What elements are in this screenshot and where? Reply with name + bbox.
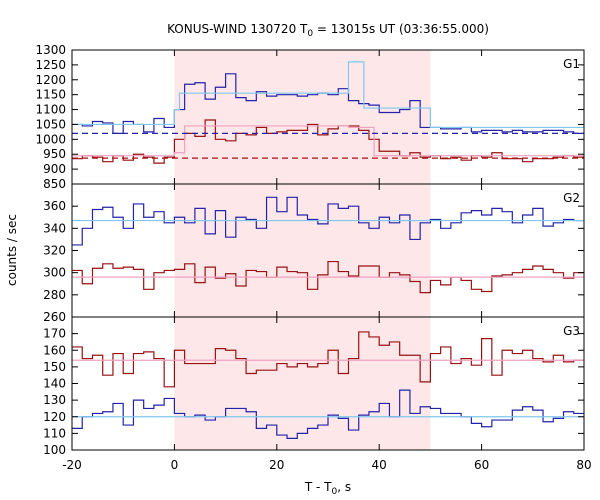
series-red-g3 bbox=[72, 331, 584, 388]
chart-title-subscript: 0 bbox=[307, 29, 313, 39]
series-blue-g1 bbox=[72, 73, 584, 134]
panel-series-g2 bbox=[72, 196, 584, 294]
y-tick-label: 170 bbox=[43, 327, 66, 341]
x-tick-label: 20 bbox=[269, 458, 284, 472]
chart-title-prefix: KONUS-WIND 130720 T bbox=[167, 22, 308, 36]
y-axis-title: counts / sec bbox=[5, 214, 19, 286]
shaded-interval-g3 bbox=[174, 317, 431, 450]
y-tick-label: 1000 bbox=[35, 132, 66, 146]
panel-label-g2: G2 bbox=[563, 191, 580, 205]
chart-title: KONUS-WIND 130720 T0 = 13015s UT (03:36:… bbox=[167, 22, 489, 39]
y-tick-label: 260 bbox=[43, 310, 66, 324]
x-axis-title-prefix: T - T bbox=[304, 480, 332, 494]
y-tick-label: 1050 bbox=[35, 117, 66, 131]
y-tick-label: 900 bbox=[43, 162, 66, 176]
x-axis-title-suffix: , s bbox=[337, 480, 351, 494]
data-layer bbox=[72, 61, 584, 439]
y-tick-label: 160 bbox=[43, 343, 66, 357]
y-tick-label: 950 bbox=[43, 147, 66, 161]
x-tick-label: 80 bbox=[576, 458, 591, 472]
y-tick-label: 360 bbox=[43, 199, 66, 213]
y-tick-label: 150 bbox=[43, 360, 66, 374]
series-pink-g1 bbox=[72, 125, 584, 157]
y-tick-label: 1200 bbox=[35, 73, 66, 87]
shaded-interval-g2 bbox=[174, 184, 431, 317]
panel-label-g3: G3 bbox=[563, 324, 580, 338]
y-tick-label: 850 bbox=[43, 177, 66, 191]
y-tick-label: 1100 bbox=[35, 103, 66, 117]
series-blue-g3 bbox=[72, 389, 584, 439]
y-tick-label: 340 bbox=[43, 221, 66, 235]
y-tick-label: 1300 bbox=[35, 43, 66, 57]
text-layer: KONUS-WIND 130720 T0 = 13015s UT (03:36:… bbox=[5, 22, 592, 497]
series-blue-g2 bbox=[72, 196, 584, 246]
y-tick-label: 130 bbox=[43, 393, 66, 407]
shaded-interval-g1 bbox=[174, 50, 431, 184]
y-tick-label: 280 bbox=[43, 288, 66, 302]
series-light-blue-g1 bbox=[72, 61, 584, 129]
chart-title-suffix: = 13015s UT (03:36:55.000) bbox=[313, 22, 489, 36]
x-tick-label: 0 bbox=[171, 458, 179, 472]
x-tick-label: -20 bbox=[62, 458, 82, 472]
panel-series-g3 bbox=[72, 331, 584, 439]
x-tick-label: 40 bbox=[372, 458, 387, 472]
y-tick-label: 110 bbox=[43, 426, 66, 440]
panel-series-g1 bbox=[72, 61, 584, 164]
y-tick-label: 1250 bbox=[35, 58, 66, 72]
y-tick-label: 300 bbox=[43, 266, 66, 280]
panel-label-g1: G1 bbox=[563, 57, 580, 71]
y-tick-label: 320 bbox=[43, 244, 66, 258]
series-red-g2 bbox=[72, 260, 584, 294]
x-axis-title-subscript: 0 bbox=[332, 487, 338, 497]
x-axis-title: T - T0, s bbox=[304, 480, 351, 497]
y-tick-label: 1150 bbox=[35, 88, 66, 102]
shaded-interval-layer bbox=[174, 50, 431, 450]
frame-layer bbox=[71, 49, 585, 451]
y-tick-label: 100 bbox=[43, 443, 66, 457]
y-tick-label: 140 bbox=[43, 377, 66, 391]
x-tick-label: 60 bbox=[474, 458, 489, 472]
y-tick-label: 120 bbox=[43, 410, 66, 424]
